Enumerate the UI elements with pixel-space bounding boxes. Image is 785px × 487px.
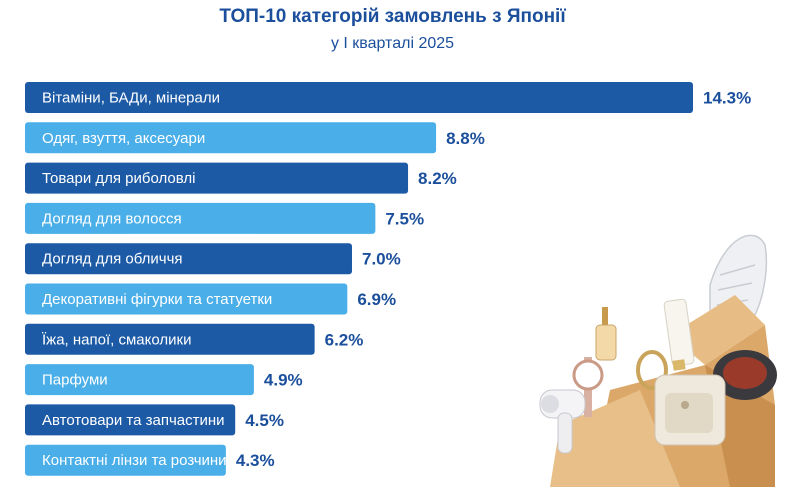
bar-value-label: 8.8%: [446, 129, 485, 148]
bar-8: [25, 364, 254, 396]
bar-10: [25, 444, 226, 476]
bar-1: [25, 82, 693, 113]
bar-value-label: 8.2%: [418, 169, 457, 188]
chart-subtitle: у І кварталі 2025: [330, 35, 455, 52]
robot-vacuum-icon: [713, 350, 777, 400]
bar-category-label: Парфуми: [42, 372, 108, 389]
bar-value-label: 7.0%: [362, 250, 401, 269]
bar-category-label: Догляд для обличчя: [42, 251, 183, 268]
bar-category-label: Догляд для волосся: [42, 210, 182, 227]
bar-value-label: 6.2%: [325, 330, 364, 349]
bar-category-label: Їжа, напої, смаколики: [42, 331, 191, 348]
bar-5: [25, 243, 352, 275]
bar-4: [25, 202, 376, 234]
bar-value-label: 4.5%: [245, 411, 284, 430]
chart-title: ТОП-10 категорій замовлень з Японії: [219, 6, 566, 27]
serum-bottle-icon: [595, 307, 617, 361]
cream-tube-icon: [663, 298, 695, 371]
air-fryer-icon: [654, 374, 726, 446]
products-box-illustration: [539, 234, 777, 487]
bar-value-label: 4.3%: [236, 451, 275, 470]
bar-value-label: 7.5%: [385, 209, 424, 228]
bar-6: [25, 283, 348, 315]
bar-value-label: 4.9%: [264, 371, 303, 390]
bar-3: [25, 162, 409, 194]
bar-category-label: Вітаміни, БАДи, мінерали: [42, 90, 220, 107]
bar-7: [25, 323, 315, 355]
bar-category-label: Одяг, взуття, аксесуари: [42, 130, 205, 147]
bar-value-label: 14.3%: [703, 89, 751, 108]
wristwatch-icon: [572, 357, 604, 417]
bracelet-icon: [636, 350, 668, 390]
bar-9: [25, 404, 236, 436]
bar-category-label: Контактні лінзи та розчини: [42, 452, 227, 469]
bar-2: [25, 122, 437, 154]
bar-category-label: Товари для риболовлі: [42, 170, 195, 187]
bar-category-label: Автотовари та запчастини: [42, 412, 225, 429]
bar-category-label: Декоративні фігурки та статуетки: [42, 291, 272, 308]
bar-value-label: 6.9%: [357, 290, 396, 309]
hair-dryer-icon: [539, 389, 586, 454]
